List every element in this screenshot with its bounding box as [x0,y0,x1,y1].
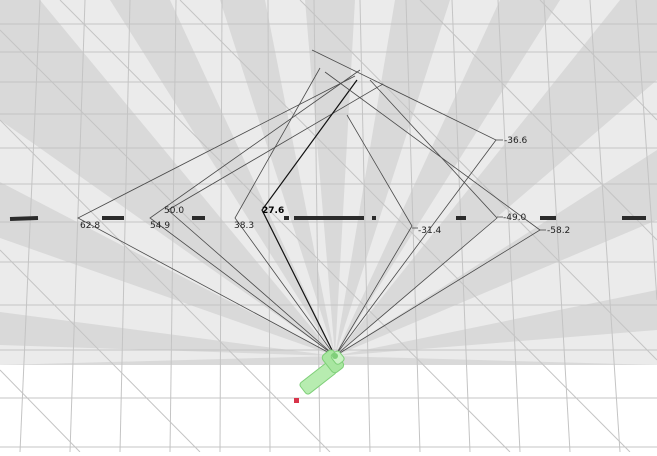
beam-wedge [170,0,335,356]
ray-label-highlight: 27.6 [262,206,284,216]
ray-label: -58.2 [547,226,570,236]
ray-label: 38.3 [234,221,254,231]
near-floor [0,365,657,452]
ray-label: -31.4 [418,226,442,236]
beam-wedge [40,0,335,356]
beam-wedge [335,330,657,365]
ray [334,79,498,357]
ray [234,67,336,357]
beam-wedge [0,238,335,356]
ray [334,114,413,357]
scan-segments [9,216,646,221]
beam-wedge [335,0,500,356]
ray-label: -36.6 [504,136,528,146]
sensor-origin-icon [332,353,338,359]
scan-segment [9,216,39,221]
robot-marker-icon [294,398,299,403]
ray [167,83,384,357]
robot-icon[interactable] [294,346,349,403]
ray-highlight [261,79,358,357]
ray-label: 50.0 [164,206,184,216]
ray-label: 62.8 [80,221,100,231]
ray-label: -49.0 [503,213,527,223]
beam-wedge [0,120,335,356]
ray [77,75,356,357]
ray-labels: 62.8 54.9 50.0 38.3 27.6 -31.4 -36.6 -49… [80,136,570,236]
ray-label: 54.9 [150,221,170,231]
ray [149,69,361,357]
label-leaders [412,139,546,231]
